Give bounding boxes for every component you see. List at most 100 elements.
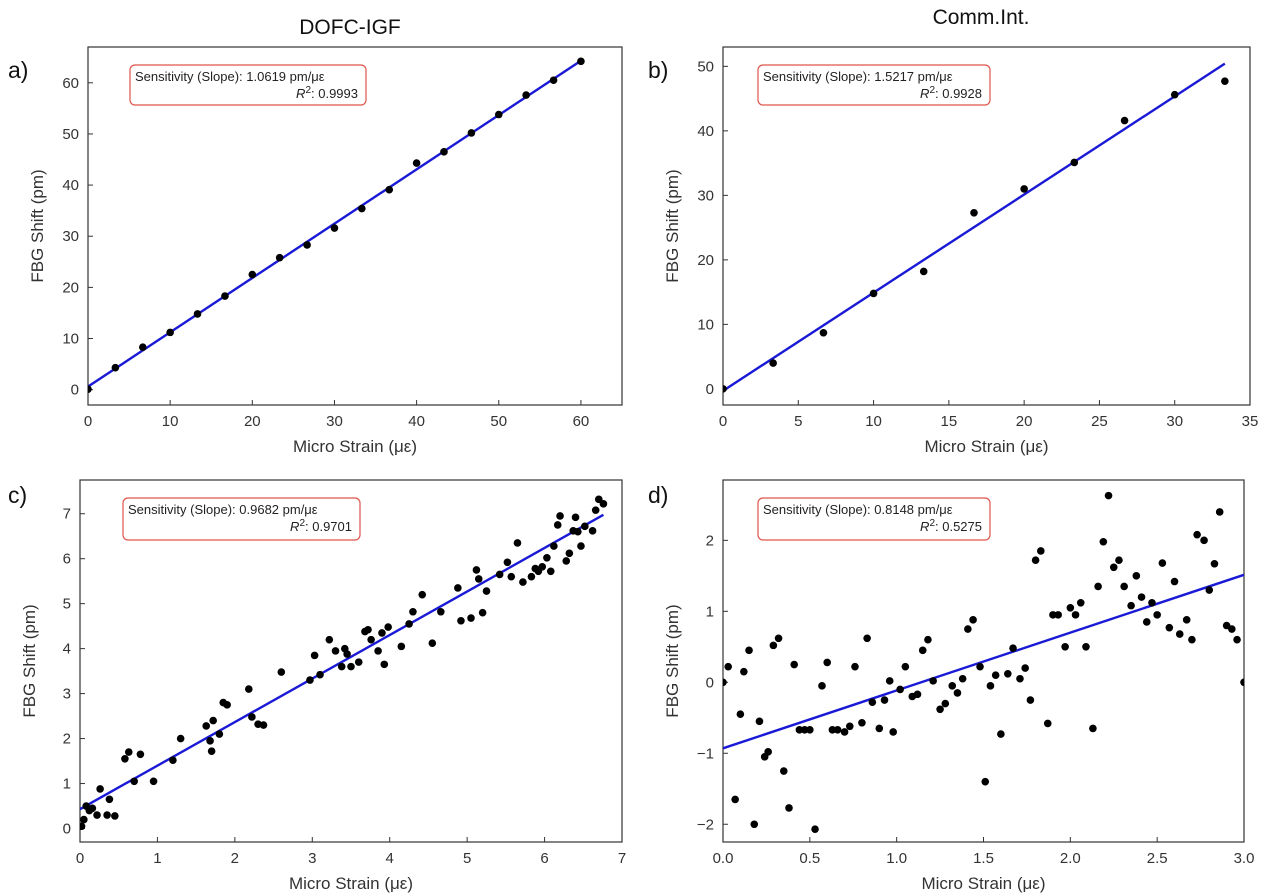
chart-3-data-point [1182,616,1191,624]
chart-2-data-point [467,614,475,622]
chart-1-x-tick-label: 5 [794,413,802,430]
chart-0-data-point [193,310,202,318]
chart-2-data-point [550,542,558,550]
chart-3-data-point [800,726,809,734]
chart-2-y-tick-label: 5 [63,596,71,613]
chart-3-data-point [858,718,866,727]
chart-1-y-tick-label: 10 [697,316,714,333]
chart-3-data-point [958,674,967,683]
chart-2-data-point [209,716,217,725]
chart-0-data-point [248,270,257,279]
chart-2-annotation-box [122,497,361,541]
chart-0-data-point [549,76,558,85]
chart-1-y-tick-label: 40 [697,123,714,140]
chart-0-data-point [494,110,503,119]
chart-3-y-axis-label: FBG Shift (pm) [663,604,682,717]
chart-3-data-point [1099,537,1108,546]
chart-2-data-point [405,620,413,628]
chart-3-data-point [774,634,783,643]
chart-2-data-point [562,557,571,565]
chart-3-x-tick-label: 0.5 [799,850,820,867]
chart-2-data-point [80,815,88,824]
chart-3-data-point [1153,611,1161,619]
chart-3-data-point [1054,611,1062,619]
chart-3-data-point [1120,582,1128,591]
panel-b: b) 0 5 10 15 20 25 30 35 0 10 20 30 40 50 Micro Strain … [648,46,1258,456]
chart-3-data-point [896,685,904,694]
chart-2-data-point [121,755,129,763]
chart-2-annotation-slope: Sensitivity (Slope): 0.9682 pm/με [128,502,318,517]
chart-3-data-point [1210,559,1219,568]
chart-3-y-tick-label: −1 [697,745,714,762]
chart-2-panel-label: c) [8,482,27,508]
chart-2-data-point [384,623,392,631]
chart-3-x-tick-label: 0.0 [713,850,734,867]
chart-2-data-point [136,750,145,759]
chart-2-data-point [223,701,231,709]
chart-0-x-tick-label: 10 [162,413,179,430]
chart-2-x-tick-label: 5 [463,850,471,867]
chart-1-y-tick-label: 20 [697,252,714,269]
chart-2-data-point [105,795,114,804]
chart-3-data-point [1089,724,1097,733]
chart-3-data-point [1115,556,1123,565]
chart-2-data-point [124,748,133,756]
chart-2-data-point [495,570,504,579]
chart-0-data-point [440,148,448,156]
chart-0-data-point [467,129,476,137]
chart-0-data-point [221,292,229,300]
chart-3-data-point [1104,491,1113,500]
chart-3-data-point [936,705,944,714]
chart-2-data-point [93,811,101,819]
chart-3-data-point [1228,625,1236,633]
chart-2-data-point [259,721,268,729]
chart-0-y-axis-label: FBG Shift (pm) [28,169,47,282]
chart-3-data-point [1026,696,1035,704]
chart-3-data-point [779,767,788,775]
chart-2-data-point [588,527,597,535]
chart-2-data-point [574,527,582,536]
chart-2-data-point [581,522,589,531]
chart-0-data-point [88,385,92,393]
chart-0-annotation-box [129,64,367,106]
chart-2-data-point [343,650,351,658]
chart-3-plot-area [723,491,1244,834]
chart-1-x-tick-label: 10 [865,413,882,430]
chart-2-annotation-r2: R2: 0.9701 [290,518,352,534]
chart-3-data-point [740,667,748,676]
chart-1-data-point [1221,77,1229,85]
chart-2-y-tick-label: 7 [63,506,71,523]
chart-0-data-point [330,224,339,232]
chart-0-x-tick-label: 0 [84,413,92,430]
panel-d: d) 0.0 0.5 1.0 1.5 2.0 2.5 3.0 −2 −1 0 1 2 Micro Stra… [648,479,1254,893]
chart-1-data-point [769,359,777,367]
chart-3-data-point [723,678,727,687]
chart-0-data-point [166,328,174,337]
chart-3-data-point [991,671,1000,679]
chart-3-data-point [1061,643,1069,651]
chart-1-plot-area [723,62,1229,393]
right-column-title: Comm.Int. [933,6,1030,29]
chart-0-plot-frame [87,46,623,406]
chart-3-data-point [969,616,977,624]
chart-1-data-point [1070,158,1079,167]
chart-2-data-point [474,575,483,583]
chart-0-y-tick-label: 30 [62,228,79,245]
chart-2-data-point [577,542,585,550]
chart-2-x-tick-label: 0 [76,850,84,867]
chart-1-x-tick-label: 30 [1166,413,1183,430]
chart-3-data-point [889,728,897,736]
chart-2-data-point [310,651,319,660]
chart-3-data-point [828,726,837,734]
chart-2-x-axis-label: Micro Strain (με) [289,874,413,893]
chart-2-data-point [169,756,177,764]
chart-1-fit-line [723,62,1226,392]
chart-2-data-point [215,730,224,738]
chart-1-x-tick-label: 20 [1016,413,1033,430]
chart-3-data-point [795,726,804,734]
chart-2-plot-area [80,495,608,831]
chart-3-data-point [1137,593,1146,601]
chart-2-data-point [207,747,216,755]
chart-0-plot-area [88,57,585,393]
